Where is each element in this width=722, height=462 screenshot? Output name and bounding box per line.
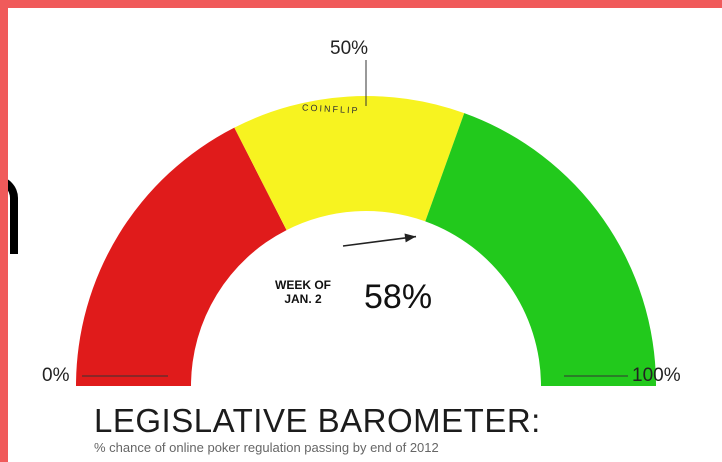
page-title: LEGISLATIVE BAROMETER: — [94, 402, 541, 439]
tick-label-100: 100% — [632, 365, 681, 386]
reading-value: 58% — [364, 278, 433, 316]
gauge-zones — [76, 96, 656, 387]
barometer-graphic: 50% 0% 100% COINFLIP WEEK OF JAN. 2 58% … — [8, 8, 722, 462]
gauge-zone-1 — [234, 96, 465, 231]
gauge-svg — [76, 60, 656, 387]
pointer-arrow — [342, 235, 417, 247]
tick-label-0: 0% — [42, 365, 70, 386]
pointer-arrowhead — [404, 233, 417, 243]
gauge-zone-0 — [76, 127, 287, 387]
page-subtitle: % chance of online poker regulation pass… — [94, 440, 439, 455]
gauge-zone-2 — [425, 113, 656, 386]
tick-label-50: 50% — [330, 38, 369, 59]
reading-date-label: WEEK OF JAN. 2 — [275, 278, 331, 306]
